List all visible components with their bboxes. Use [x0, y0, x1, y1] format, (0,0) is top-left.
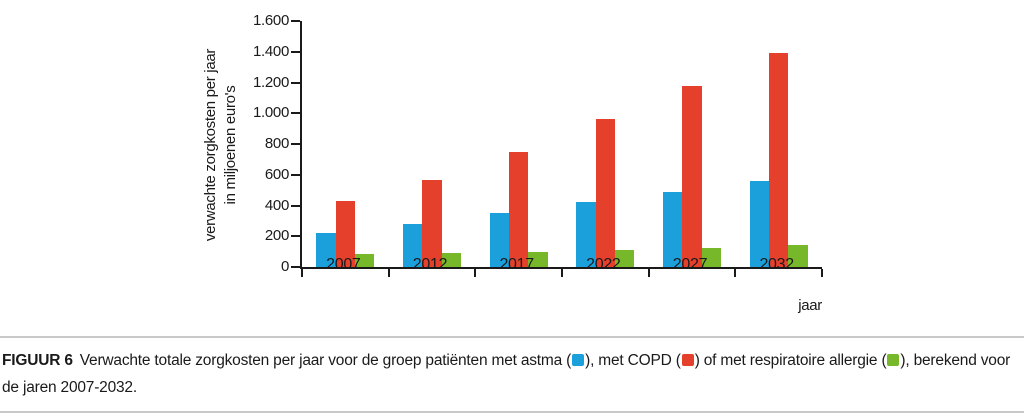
legend-swatch-respiratoire-allergie [887, 354, 900, 366]
bar-respiratoire-allergie-2022 [615, 250, 635, 267]
x-axis-tick [647, 269, 650, 277]
bar-chart: verwachte zorgkosten per jaar in miljoen… [202, 12, 823, 314]
x-axis-category-2032: 2032 [759, 256, 794, 273]
bar-respiratoire-allergie-2012 [441, 253, 462, 267]
y-axis-tick-label: 600 [264, 165, 289, 183]
x-axis-category-2007: 2007 [326, 256, 361, 273]
y-axis-tick [291, 112, 300, 115]
y-axis-title-line1: verwachte zorgkosten per jaar [202, 48, 219, 242]
bar-astma-2007 [316, 233, 336, 267]
bar-astma-2012 [402, 223, 423, 267]
x-axis-category-2012: 2012 [412, 256, 448, 273]
y-axis-tick-label: 1.200 [252, 73, 289, 91]
x-axis-tick [734, 269, 737, 277]
legend-swatch-astma [572, 354, 585, 366]
x-axis-category-2022: 2022 [586, 256, 621, 273]
bar-COPD-2012 [422, 180, 442, 267]
x-axis-category-2017: 2017 [499, 256, 534, 273]
x-axis-tick [387, 269, 390, 277]
bar-COPD-2017 [508, 151, 529, 267]
bar-respiratoire-allergie-2027 [701, 247, 722, 267]
bar-respiratoire-allergie-2007 [355, 253, 375, 267]
y-axis-tick-label: 1.000 [252, 104, 289, 122]
plot-area: 0 200 400 600 800 1.000 1.200 1.400 1.600 [253, 12, 823, 277]
figure-caption: FIGUUR 6 Verwachte totale zorgkosten per … [2, 347, 1016, 401]
x-axis-category-2027: 2027 [672, 256, 708, 273]
x-axis-tick [474, 269, 477, 277]
bar-COPD-2022 [595, 118, 616, 267]
y-axis-tick-label: 400 [264, 196, 289, 214]
x-axis-label: jaar [798, 297, 822, 314]
x-axis-tick [561, 269, 563, 277]
caption-text: Verwachte totale zorgkosten per jaar voo… [2, 352, 1011, 396]
bar-respiratoire-allergie-2017 [528, 251, 548, 267]
y-axis-tick-label: 1.600 [252, 12, 289, 29]
legend-swatch-COPD [681, 354, 694, 366]
figure-label: FIGUUR 6 [2, 352, 73, 369]
y-axis-tick-label: 800 [264, 135, 289, 152]
bar-astma-2022 [576, 202, 596, 267]
x-axis-tick [301, 269, 303, 277]
y-axis-tick-label: 0 [280, 258, 289, 275]
y-axis-tick [291, 20, 300, 22]
bar-astma-2032 [749, 180, 769, 267]
y-axis-tick [291, 235, 300, 238]
bar-respiratoire-allergie-2032 [788, 245, 808, 267]
y-axis-tick-label: 1.400 [252, 42, 289, 60]
y-axis-tick [291, 50, 300, 53]
y-axis-tick [291, 143, 300, 145]
divider-top [0, 336, 1024, 338]
x-axis-tick [821, 269, 823, 277]
bar-astma-2027 [662, 191, 683, 267]
y-axis-tick [291, 204, 300, 207]
y-axis-tick [291, 173, 300, 176]
y-axis-tick-label: 200 [264, 227, 289, 245]
bar-astma-2017 [489, 213, 509, 267]
y-axis-tick [291, 81, 300, 84]
bar-COPD-2027 [682, 85, 702, 267]
divider-bottom [0, 411, 1024, 413]
y-axis-tick [291, 266, 300, 268]
bar-COPD-2007 [335, 200, 356, 267]
bar-COPD-2032 [768, 52, 789, 267]
